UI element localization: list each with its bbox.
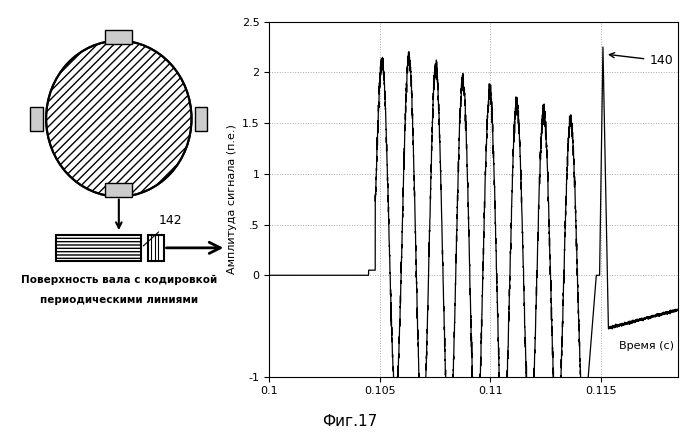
Bar [148,235,164,261]
Text: 140: 140 [610,53,673,67]
Bar [31,107,43,131]
Text: 142: 142 [143,214,182,246]
Bar [56,235,141,261]
Y-axis label: Амплитуда сигнала (п.е.): Амплитуда сигнала (п.е.) [227,124,238,274]
Bar [106,30,132,44]
Ellipse shape [46,41,192,197]
Text: периодическими линиями: периодическими линиями [40,295,198,305]
Text: Фиг.17: Фиг.17 [322,414,377,429]
Text: Поверхность вала с кодировкой: Поверхность вала с кодировкой [21,275,217,284]
Bar [106,183,132,197]
Text: Время (с): Время (с) [619,341,674,351]
Bar [195,107,207,131]
